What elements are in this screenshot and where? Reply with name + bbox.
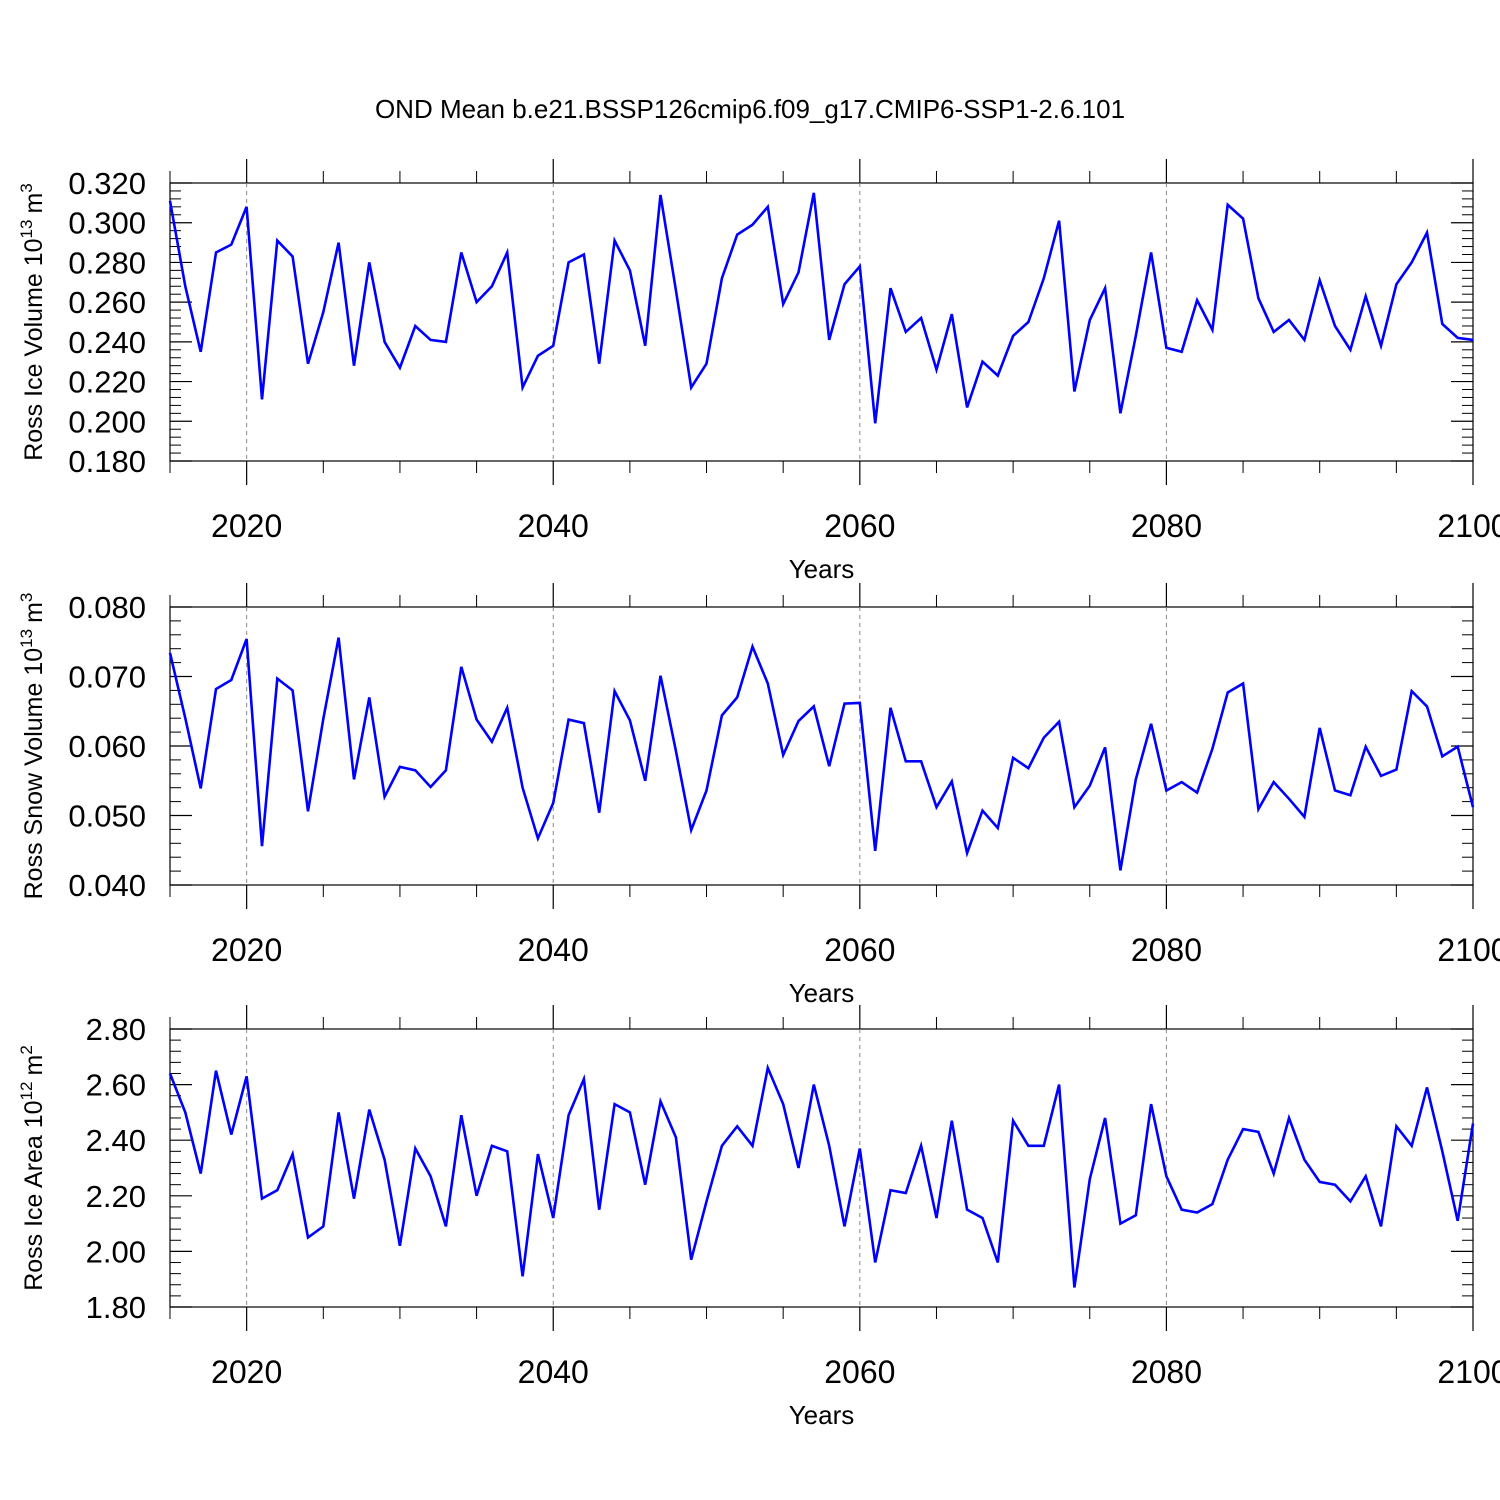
x-axis-label: Years [789,1400,855,1430]
y-tick-label: 0.180 [68,444,146,479]
y-tick-label: 0.050 [68,799,146,834]
panel-ice-area: 2020 2040 2060 2080 2100 1.80 2.00 2.20 2.40 2.60… [17,1005,1500,1430]
x-tick-label: 2100 [1437,508,1500,544]
plot-frame [169,606,1474,886]
plot-frame [169,182,1474,462]
x-tick-label: 2020 [211,932,282,968]
x-tick-label: 2020 [211,508,282,544]
x-tick-label: 2080 [1131,932,1202,968]
y-axis-label-unit: m [20,602,48,623]
y-tick-label: 2.00 [86,1234,146,1269]
series-line [168,637,1475,871]
y-axis-label-main: Ross Snow Volume 10 [20,648,48,900]
y-axis-label: Ross Ice Area 1012 m2 [17,1045,48,1291]
y-tick-label: 0.060 [68,729,146,764]
y-axis-label-main: Ross Ice Area 10 [20,1100,48,1290]
x-tick-label: 2060 [824,932,895,968]
chart-title: OND Mean b.e21.BSSP126cmip6.f09_g17.CMIP… [375,94,1125,124]
x-tick-label: 2080 [1131,1354,1202,1390]
y-axis-label-unit: m [20,193,48,214]
y-axis-label-unit-exponent: 3 [17,183,36,192]
x-tick-label: 2040 [518,932,589,968]
y-tick-label: 0.070 [68,660,146,695]
y-axis-label-unit-exponent: 2 [17,1045,36,1054]
y-axis-label: Ross Ice Volume 1013 m3 [17,183,48,461]
x-tick-label: 2100 [1437,1354,1500,1390]
y-tick-label: 0.300 [68,206,146,241]
x-tick-label: 2040 [518,508,589,544]
x-tick-label: 2020 [211,1354,282,1390]
x-tick-label: 2100 [1437,932,1500,968]
y-tick-label: 0.260 [68,285,146,320]
plot-frame [169,1028,1474,1308]
panel-snow-volume: 2020 2040 2060 2080 2100 0.040 0.050 0.060 0.070… [17,583,1500,1008]
y-axis-label-exponent: 13 [17,220,36,239]
y-tick-label: 2.20 [86,1179,146,1214]
y-axis-label-exponent: 12 [17,1081,36,1100]
x-axis-label: Years [789,978,855,1008]
y-tick-label: 0.220 [68,365,146,400]
y-axis-label-main: Ross Ice Volume 10 [20,238,48,460]
y-axis-label-exponent: 13 [17,629,36,648]
y-tick-label: 1.80 [86,1290,146,1325]
x-tick-label: 2060 [824,508,895,544]
x-tick-label: 2060 [824,1354,895,1390]
y-axis-label: Ross Snow Volume 1013 m3 [17,593,48,900]
y-tick-label: 0.240 [68,325,146,360]
y-tick-label: 2.40 [86,1123,146,1158]
y-axis-label-unit: m [20,1055,48,1076]
x-axis-label: Years [789,554,855,584]
series-line [168,1063,1475,1288]
y-tick-label: 0.320 [68,166,146,201]
y-tick-label: 0.200 [68,404,146,439]
x-tick-label: 2040 [518,1354,589,1390]
panel-ice-volume: 2020 2040 2060 2080 2100 0.180 0.200 0.220 0.240… [17,159,1500,584]
y-tick-label: 2.80 [86,1012,146,1047]
y-tick-label: 0.040 [68,868,146,903]
y-tick-label: 0.080 [68,590,146,625]
y-axis-label-unit-exponent: 3 [17,593,36,602]
series-line [168,192,1474,424]
y-tick-label: 0.280 [68,245,146,280]
y-tick-label: 2.60 [86,1068,146,1103]
x-tick-label: 2080 [1131,508,1202,544]
